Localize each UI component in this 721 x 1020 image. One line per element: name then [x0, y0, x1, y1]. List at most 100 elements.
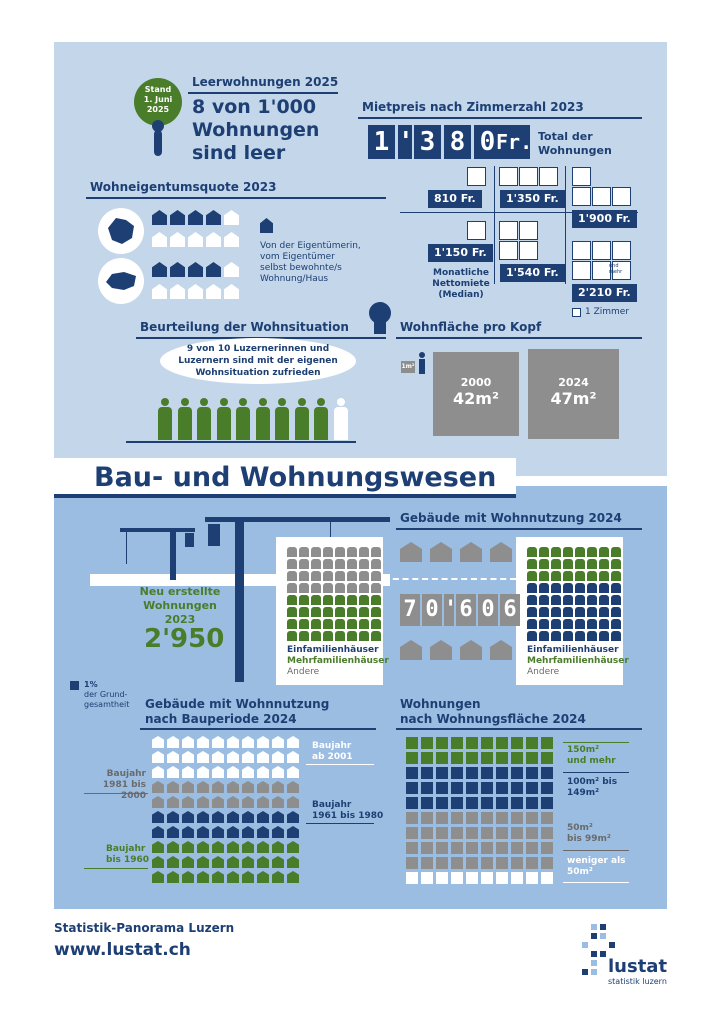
rule — [126, 441, 356, 443]
beurteilung-header: Beurteilung der Wohnsituation — [140, 320, 349, 334]
building-icon — [563, 583, 573, 593]
building-icon — [227, 811, 239, 823]
building-icon — [551, 619, 561, 629]
house-icon — [206, 262, 221, 277]
building-icon — [587, 571, 597, 581]
house-icon — [188, 210, 203, 225]
apartment-icon — [451, 827, 463, 839]
building-icon — [212, 856, 224, 868]
total-digit: ' — [398, 125, 414, 159]
building-icon — [182, 751, 194, 763]
house-icon — [224, 284, 239, 299]
room-6 — [572, 241, 591, 260]
one-pct-line: gesamtheit — [84, 700, 130, 709]
building-icon — [563, 559, 573, 569]
house-icon — [224, 232, 239, 247]
building-icon — [575, 595, 585, 605]
building-icon — [599, 547, 609, 557]
building-icon — [197, 856, 209, 868]
building-icon — [587, 607, 597, 617]
eigentum-legend: Von der Eigentümerin, vom Eigentümer sel… — [260, 241, 361, 285]
legend-efh: Einfamilienhäuser — [527, 645, 619, 655]
price-note-line: (Median) — [438, 290, 484, 300]
house-icon — [460, 640, 482, 660]
building-icon — [287, 595, 297, 605]
building-icon — [347, 571, 357, 581]
building-icon — [152, 841, 164, 853]
apartment-icon — [526, 782, 538, 794]
building-icon — [599, 631, 609, 641]
building-icon — [257, 826, 269, 838]
apartment-icon — [466, 782, 478, 794]
apartment-icon — [436, 737, 448, 749]
apartment-icon — [406, 812, 418, 824]
apartment-icon — [496, 842, 508, 854]
building-icon — [575, 571, 585, 581]
building-icon — [311, 583, 321, 593]
badge-line: Stand — [144, 85, 172, 94]
apartment-icon — [481, 842, 493, 854]
footer-url[interactable]: www.lustat.ch — [54, 940, 191, 960]
apartment-icon — [466, 737, 478, 749]
person-icon — [197, 398, 211, 440]
building-icon — [197, 736, 209, 748]
building-icon — [323, 607, 333, 617]
apartment-icon — [541, 827, 553, 839]
bau-label: Baujahr ab 2001 — [312, 741, 353, 763]
total-digit: 8 — [444, 125, 471, 159]
house-icon — [170, 210, 185, 225]
area-label-line: 100m² bis — [567, 777, 618, 787]
building-icon — [311, 607, 321, 617]
head-icon — [369, 302, 391, 334]
apartment-icon — [451, 857, 463, 869]
house-row-ch — [152, 262, 239, 277]
neubau-label: Neu erstellte Wohnungen 2023 — [130, 585, 230, 627]
building-icon — [197, 766, 209, 778]
person-icon — [419, 352, 425, 374]
apartment-icon — [481, 812, 493, 824]
apartment-icon — [541, 737, 553, 749]
building-icon — [323, 619, 333, 629]
house-icon — [188, 284, 203, 299]
room-3 — [592, 187, 611, 206]
apartment-icon — [421, 737, 433, 749]
gebaeude-header: Gebäude mit Wohnnutzung 2024 — [400, 511, 622, 525]
area-label-line: 50m² — [567, 823, 593, 833]
bauperiode-header-line: Gebäude mit Wohnnutzung — [145, 697, 330, 711]
bau-label: Baujahr bis 1960 — [106, 844, 149, 866]
rule — [563, 772, 629, 773]
rule — [86, 197, 386, 199]
room-2 — [499, 167, 518, 186]
rule — [563, 850, 629, 851]
building-icon — [242, 796, 254, 808]
room-6 — [612, 261, 631, 280]
building-icon — [335, 583, 345, 593]
area-box-2024: 2024 47m² — [528, 349, 619, 439]
room-3 — [572, 187, 591, 206]
price-note-line: Monatliche — [433, 268, 489, 278]
building-icon — [335, 547, 345, 557]
big-line: sind leer — [192, 142, 286, 164]
apartment-icon — [466, 812, 478, 824]
building-icon — [272, 751, 284, 763]
total-label-line: Total der — [538, 130, 593, 143]
apartment-icon — [511, 812, 523, 824]
building-icon — [539, 571, 549, 581]
crane-small-hook — [126, 532, 127, 564]
building-icon — [167, 736, 179, 748]
building-icon — [335, 631, 345, 641]
building-icon — [323, 595, 333, 605]
building-icon — [371, 583, 381, 593]
building-icon — [371, 619, 381, 629]
total-digit: 3 — [414, 125, 441, 159]
building-icon — [167, 841, 179, 853]
building-icon — [272, 766, 284, 778]
building-icon — [287, 856, 299, 868]
building-icon — [287, 751, 299, 763]
building-icon — [257, 811, 269, 823]
building-icon — [152, 871, 164, 883]
building-icon — [563, 571, 573, 581]
building-icon — [197, 871, 209, 883]
area-value: 47m² — [550, 389, 597, 408]
building-icon — [299, 559, 309, 569]
